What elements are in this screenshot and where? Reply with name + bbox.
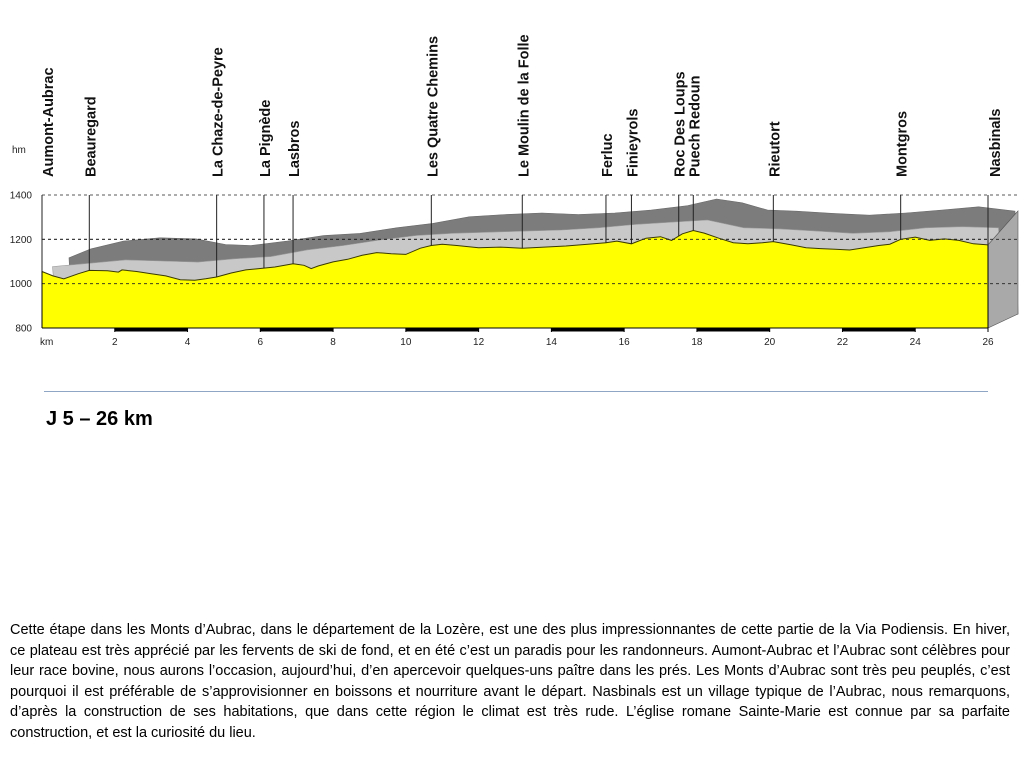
x-tick-24: 24 (910, 337, 922, 348)
x-tick-22: 22 (837, 337, 849, 348)
axis-bar-segment (260, 328, 334, 332)
y-axis-label: hm (12, 145, 26, 156)
axis-bar-segment (114, 328, 188, 332)
axis-bar-segment (405, 328, 479, 332)
x-tick-10: 10 (400, 337, 412, 348)
elevation-profile-area (42, 230, 988, 328)
y-tick-1000: 1000 (10, 279, 33, 290)
x-tick-4: 4 (185, 337, 191, 348)
x-tick-26: 26 (982, 337, 994, 348)
x-tick-12: 12 (473, 337, 485, 348)
elevation-profile-line (41, 229, 989, 281)
divider-line (44, 391, 988, 392)
x-tick-2: 2 (112, 337, 118, 348)
place-label: Ferluc (600, 133, 616, 177)
x-axis-label: km (40, 337, 53, 348)
x-tick-16: 16 (619, 337, 631, 348)
place-label: Finieyrols (625, 109, 641, 178)
place-label: La Chaze-de-Peyre (211, 47, 227, 177)
place-label: Beauregard (83, 96, 99, 177)
axis-bar-segment (842, 328, 916, 332)
y-tick-800: 800 (15, 324, 32, 335)
place-label: Le Moulin de la Folle (516, 34, 532, 177)
place-label: Roc Des Loups (673, 71, 689, 177)
x-tick-18: 18 (691, 337, 703, 348)
axis-bar-segment (551, 328, 625, 332)
place-label: Les Quatre Chemins (425, 36, 441, 177)
y-tick-1200: 1200 (10, 235, 33, 246)
x-tick-14: 14 (546, 337, 558, 348)
axis-bar-segment (696, 328, 770, 332)
stage-description: Cette étape dans les Monts d’Aubrac, dan… (10, 622, 1010, 741)
place-label: La Pignède (258, 100, 274, 177)
place-label: Aumont-Aubrac (41, 67, 57, 177)
place-label: Montgros (895, 111, 911, 177)
place-label: Rieutort (767, 121, 783, 177)
x-tick-8: 8 (330, 337, 336, 348)
y-tick-1400: 1400 (10, 191, 33, 202)
stage-title: J 5 – 26 km (46, 408, 153, 430)
x-tick-20: 20 (764, 337, 776, 348)
x-tick-6: 6 (258, 337, 264, 348)
place-label: Puech Redoun (687, 75, 703, 177)
place-label: Nasbinals (988, 109, 1004, 178)
place-label: Lasbros (287, 121, 303, 177)
